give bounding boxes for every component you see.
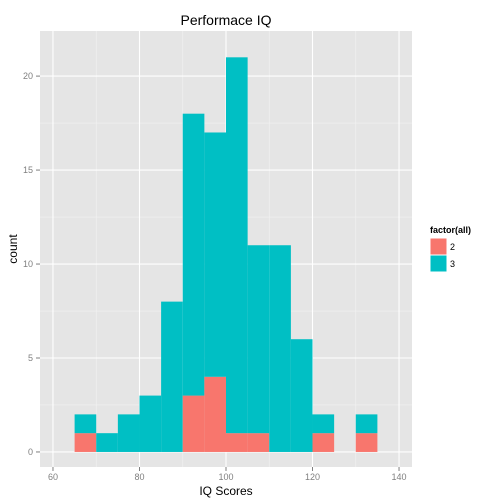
bar-group-3-bin-110 — [269, 245, 291, 452]
x-tick-label: 80 — [134, 472, 144, 482]
x-axis-ticks: 60 80 100 120 140 — [48, 467, 407, 482]
bar-group-3-bin-95 — [204, 132, 226, 377]
y-tick-label: 20 — [23, 71, 33, 81]
bar-group-3-bin-130 — [355, 414, 378, 434]
bar-group-3-bin-70 — [96, 433, 118, 452]
bar-group-2-bin-95 — [204, 376, 226, 452]
y-tick-label: 15 — [23, 165, 33, 175]
y-tick-label: 10 — [23, 259, 33, 269]
bar-group-2-bin-65 — [74, 433, 97, 452]
chart-title: Performace IQ — [180, 12, 271, 28]
bar-group-3-bin-115 — [290, 339, 313, 452]
x-tick-label: 60 — [48, 472, 58, 482]
x-axis-title: IQ Scores — [199, 484, 252, 498]
bar-group-3-bin-100 — [226, 57, 248, 434]
bar-group-2-bin-105 — [247, 433, 270, 452]
bar-group-3-bin-80 — [139, 395, 162, 452]
bars-layer — [74, 57, 378, 452]
y-tick-label: 0 — [28, 447, 33, 457]
x-tick-label: 100 — [218, 472, 233, 482]
bar-group-3-bin-85 — [161, 301, 183, 452]
legend-label-2: 2 — [450, 242, 455, 252]
bar-group-3-bin-75 — [117, 414, 140, 452]
bar-group-2-bin-100 — [226, 433, 248, 452]
legend: factor(all) 2 3 — [429, 225, 471, 273]
bar-group-3-bin-120 — [312, 414, 335, 434]
bar-group-2-bin-130 — [355, 433, 378, 452]
legend-title: factor(all) — [430, 225, 471, 235]
bar-group-3-bin-90 — [182, 113, 205, 396]
bar-group-2-bin-120 — [312, 433, 335, 452]
legend-swatch-3 — [429, 254, 448, 273]
x-tick-label: 140 — [392, 472, 407, 482]
y-axis-title: count — [6, 234, 20, 264]
x-tick-label: 120 — [305, 472, 320, 482]
bar-group-3-bin-105 — [247, 245, 270, 434]
y-tick-label: 5 — [28, 353, 33, 363]
bar-group-3-bin-65 — [74, 414, 97, 434]
bar-group-2-bin-90 — [182, 395, 205, 452]
legend-label-3: 3 — [450, 259, 455, 269]
legend-swatch-2 — [429, 237, 448, 256]
y-axis-ticks: 0 5 10 15 20 — [23, 71, 40, 457]
